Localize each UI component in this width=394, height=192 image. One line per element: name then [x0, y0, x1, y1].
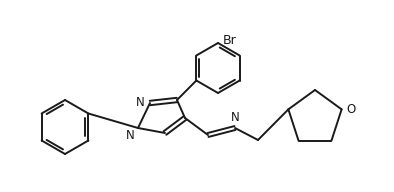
Text: O: O [347, 103, 356, 116]
Text: N: N [230, 111, 240, 124]
Text: N: N [136, 95, 145, 108]
Text: N: N [126, 129, 135, 142]
Text: Br: Br [223, 35, 237, 47]
